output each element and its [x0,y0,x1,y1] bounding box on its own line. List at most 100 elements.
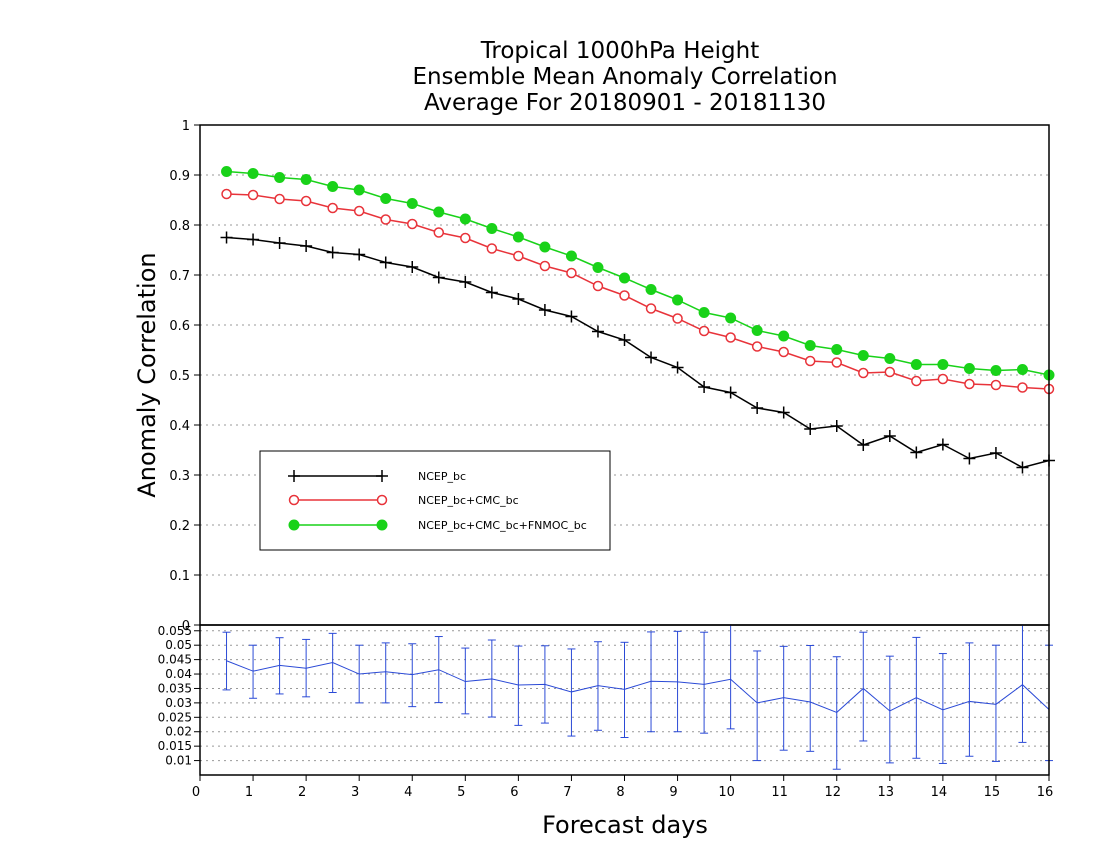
chart-title-line-1: Tropical 1000hPa Height [480,38,760,64]
series-3-point [486,223,498,234]
series-3-point [619,272,630,284]
main-y-tick-label: 0.6 [169,319,190,334]
series-3-point [831,344,843,355]
series-1-point [247,233,260,246]
sub-y-tick-label: 0.045 [158,653,192,667]
series-1-point [724,386,737,399]
series-2-point [645,303,657,314]
series-3-point [857,350,869,361]
error-bar [726,625,735,730]
series-1-point [751,402,764,414]
series-1-point [379,256,392,269]
series-1-point [406,261,419,273]
sub-y-tick-label: 0.035 [158,681,192,695]
legend-marker-2 [288,494,300,506]
error-bar [249,644,258,699]
series-2-point [433,227,445,238]
legend-label-1: NCEP_bc [418,470,466,483]
main-y-tick-label: 0 [182,619,190,634]
series-1-point [512,293,525,305]
series-3-point [725,312,737,324]
series-1-point [591,325,604,338]
legend: NCEP_bc NCEP_bc+CMC_bc NCEP_bc+CMC_bc+FNMO… [259,450,611,551]
series-3-point [380,193,392,204]
series-3-point [910,359,922,370]
series-2-point [778,346,789,358]
series-3-point [672,294,684,306]
series-3-point [565,250,577,262]
series-2-point [831,357,842,368]
error-bar [567,648,576,737]
series-2-point [592,280,604,292]
series-2-point [486,243,498,254]
error-bar [514,645,523,726]
x-tick-label: 8 [616,785,624,800]
sub-y-tick-label: 0.02 [165,725,192,739]
series-1-point [538,304,551,316]
error-bar [700,631,709,734]
main-y-tick-label: 0.1 [169,569,190,584]
series-3-point [990,365,1002,376]
series-3-point [300,174,312,185]
series-3-point [778,330,790,342]
series-2-point [990,379,1002,391]
main-y-tick-label: 0.5 [169,369,190,384]
series-1-point [804,423,817,435]
series-3-point [512,231,524,243]
series-2-point [804,355,816,367]
series-2-point [407,218,418,230]
series-1-point [300,240,313,252]
series-3-point [937,359,949,370]
main-y-tick-label: 0.3 [169,469,190,484]
series-1-point [777,406,790,419]
series-3-point [645,284,657,295]
series-3-point [433,206,445,218]
x-tick-label: 2 [298,785,306,800]
main-y-tick-label: 0.2 [169,519,190,534]
series-1-point [883,430,896,442]
error-bar [965,642,974,757]
legend-label-2: NCEP_bc+CMC_bc [418,494,519,507]
series-line-2 [226,193,1050,390]
series-3-point [751,325,763,336]
series-1-point [645,351,658,364]
series-3-point [963,363,975,374]
series-2-point [751,341,763,352]
series-3-point [327,181,339,192]
sub-y-tick-label: 0.05 [165,638,192,652]
series-2-point [884,366,896,378]
legend-marker-1 [288,470,300,482]
x-tick-label: 7 [563,785,571,800]
series-1-point [830,420,843,432]
chart-title-line-3: Average For 20180901 - 20181130 [424,90,826,116]
error-bar [647,631,656,733]
x-tick-label: 14 [931,785,948,800]
series-3-point [884,353,896,364]
legend-marker-2 [376,494,388,506]
x-tick-label: 1 [245,785,253,800]
x-tick-label: 16 [1037,785,1054,800]
chart-title: Tropical 1000hPa Height Ensemble Mean An… [412,38,837,116]
series-2-point [380,214,391,225]
x-axis-label: Forecast days [542,811,708,839]
sub-y-tick-label: 0.015 [158,739,192,753]
legend-marker-3 [376,519,388,531]
main-y-tick-label: 0.4 [169,419,190,434]
series-2-point [725,332,736,343]
legend-label-3: NCEP_bc+CMC_bc+FNMOC_bc [418,519,587,532]
error-bar [753,650,762,762]
error-bar [938,653,947,764]
series-1-point [353,248,366,261]
sub-y-tick-label: 0.01 [165,754,192,768]
sub-y-tick-label: 0.025 [158,710,192,724]
error-bar [381,642,390,704]
series-1-point [618,334,631,346]
series-2-point [300,195,312,207]
error-bar [859,631,868,742]
error-bar [779,645,788,751]
main-y-tick-label: 0.7 [169,269,190,284]
error-bar [461,647,470,715]
series-2-point [221,188,232,200]
chart-title-line-2: Ensemble Mean Anomaly Correlation [412,64,837,90]
series-2-point [353,205,365,217]
